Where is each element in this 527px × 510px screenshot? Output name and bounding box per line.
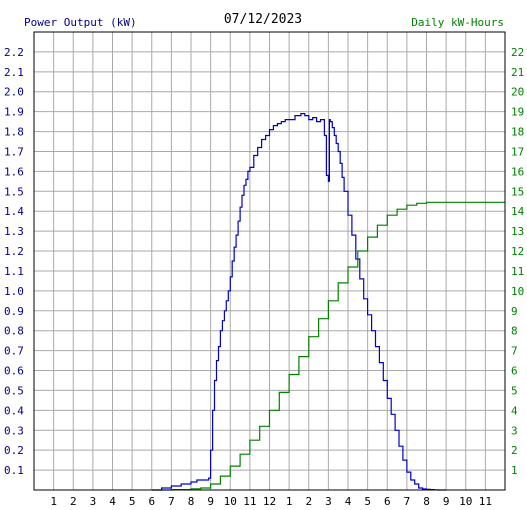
y-tick-label-right: 6 [511, 365, 518, 378]
y-tick-label-left: 1.5 [4, 185, 24, 198]
y-tick-label-left: 0.6 [4, 365, 24, 378]
y-tick-label-right: 5 [511, 384, 518, 397]
x-tick-label: 1 [50, 495, 57, 508]
x-tick-label: 3 [90, 495, 97, 508]
y-tick-label-left: 1.2 [4, 245, 24, 258]
y-tick-label-right: 20 [511, 86, 524, 99]
y-tick-label-left: 1.3 [4, 225, 24, 238]
x-tick-label: 9 [207, 495, 214, 508]
y-tick-label-left: 0.8 [4, 325, 24, 338]
left-axis-title: Power Output (kW) [24, 16, 137, 29]
x-tick-label: 9 [443, 495, 450, 508]
y-tick-label-right: 12 [511, 245, 524, 258]
x-tick-label: 1 [286, 495, 293, 508]
power-output-line [151, 113, 447, 491]
y-tick-label-right: 17 [511, 145, 524, 158]
x-tick-label: 6 [148, 495, 155, 508]
y-tick-label-left: 1.7 [4, 145, 24, 158]
x-tick-label: 2 [305, 495, 312, 508]
y-tick-label-left: 1.4 [4, 205, 24, 218]
y-tick-label-right: 1 [511, 464, 518, 477]
y-tick-label-right: 3 [511, 424, 518, 437]
y-tick-label-left: 0.4 [4, 404, 24, 417]
right-axis-title: Daily kW-Hours [411, 16, 504, 29]
y-tick-label-left: 0.3 [4, 424, 24, 437]
y-tick-label-left: 0.2 [4, 444, 24, 457]
y-tick-label-left: 0.1 [4, 464, 24, 477]
y-tick-label-right: 22 [511, 46, 524, 59]
x-tick-label: 4 [345, 495, 352, 508]
x-tick-label: 3 [325, 495, 332, 508]
y-tick-label-left: 2.1 [4, 66, 24, 79]
y-tick-label-right: 15 [511, 185, 524, 198]
y-tick-label-right: 10 [511, 285, 524, 298]
tick-labels: 0.1 0.2 0.3 0.4 0.5 0.6 0.7 0.8 0.9 1.0 1.1 1.2 1.3 1… [4, 46, 525, 508]
y-tick-label-left: 1.1 [4, 265, 24, 278]
y-tick-label-left: 2.0 [4, 86, 24, 99]
y-tick-label-left: 0.9 [4, 305, 24, 318]
y-tick-label-right: 4 [511, 404, 518, 417]
plot-area-border [33, 31, 506, 491]
x-tick-label: 5 [129, 495, 136, 508]
data-series [151, 113, 505, 491]
x-tick-label: 6 [384, 495, 391, 508]
y-tick-label-right: 19 [511, 106, 524, 119]
y-tick-label-right: 13 [511, 225, 524, 238]
y-tick-label-right: 8 [511, 325, 518, 338]
y-tick-label-left: 1.0 [4, 285, 24, 298]
y-tick-label-left: 2.2 [4, 46, 24, 59]
y-tick-label-right: 14 [511, 205, 525, 218]
x-tick-label: 12 [263, 495, 276, 508]
y-tick-label-right: 7 [511, 345, 518, 358]
x-tick-label: 10 [459, 495, 472, 508]
x-tick-label: 10 [224, 495, 237, 508]
y-tick-label-left: 0.5 [4, 384, 24, 397]
x-tick-label: 7 [404, 495, 411, 508]
y-tick-label-right: 11 [511, 265, 524, 278]
x-tick-label: 8 [188, 495, 195, 508]
x-tick-label: 11 [243, 495, 256, 508]
y-tick-label-left: 0.7 [4, 345, 24, 358]
y-tick-label-right: 21 [511, 66, 524, 79]
x-tick-label: 2 [70, 495, 77, 508]
x-tick-label: 5 [364, 495, 371, 508]
y-tick-label-right: 9 [511, 305, 518, 318]
y-tick-label-left: 1.8 [4, 126, 24, 139]
y-tick-label-right: 18 [511, 126, 524, 139]
x-tick-label: 7 [168, 495, 175, 508]
daily-kwh-line [151, 201, 505, 491]
x-tick-label: 8 [423, 495, 430, 508]
y-tick-label-right: 16 [511, 165, 524, 178]
chart-title: 07/12/2023 [224, 12, 302, 27]
x-tick-label: 11 [479, 495, 492, 508]
y-tick-label-right: 2 [511, 444, 518, 457]
y-tick-label-left: 1.6 [4, 165, 24, 178]
grid-lines [34, 32, 505, 490]
y-tick-label-left: 1.9 [4, 106, 24, 119]
x-tick-label: 4 [109, 495, 116, 508]
